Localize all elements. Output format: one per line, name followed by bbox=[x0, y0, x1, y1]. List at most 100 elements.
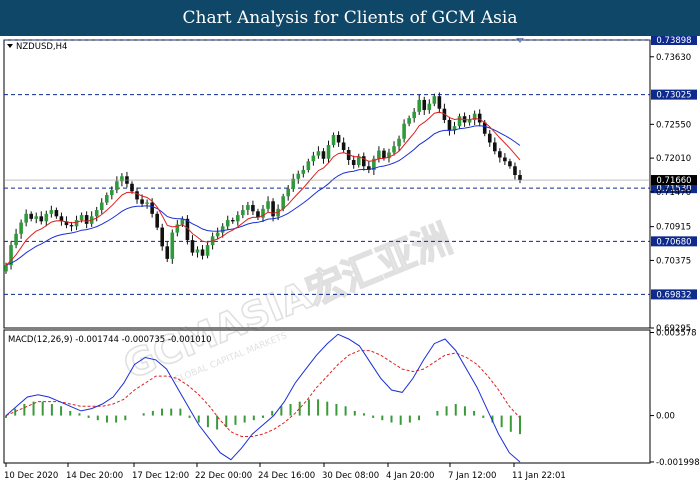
moving-averages bbox=[5, 111, 521, 266]
candle-body bbox=[251, 205, 255, 212]
level-label-box bbox=[651, 36, 697, 45]
current-price-label: 0.71660 bbox=[656, 176, 691, 186]
candle-body bbox=[130, 183, 134, 192]
candle-body bbox=[286, 188, 290, 197]
candle-body bbox=[382, 150, 386, 159]
candle-body bbox=[291, 178, 296, 189]
candle-body bbox=[160, 227, 165, 247]
time-tick-label: 24 Dec 16:00 bbox=[258, 471, 315, 481]
candle-body bbox=[241, 210, 245, 216]
candle-body bbox=[200, 249, 205, 256]
level-label-box bbox=[651, 236, 697, 247]
candle-body bbox=[513, 166, 517, 176]
candle-body bbox=[427, 103, 432, 110]
candle-body bbox=[236, 215, 240, 222]
macd-tick-label: 0.003578 bbox=[656, 329, 697, 339]
candle-body bbox=[4, 265, 8, 272]
candle-body bbox=[59, 216, 64, 222]
candle-body bbox=[135, 191, 139, 200]
candle-body bbox=[170, 232, 175, 259]
candle-body bbox=[306, 161, 311, 171]
macd-main-line bbox=[5, 333, 521, 463]
macd-tick-label: 0.00 bbox=[656, 412, 675, 422]
candle-body bbox=[185, 218, 190, 241]
price-tick-label: 0.71470 bbox=[656, 188, 691, 198]
candle-body bbox=[190, 240, 195, 253]
symbol-label: NZDUSD,H4 bbox=[16, 42, 67, 52]
candle-body bbox=[271, 201, 275, 217]
level-label: 0.70680 bbox=[656, 237, 691, 247]
candle-body bbox=[64, 221, 69, 226]
candle-body bbox=[316, 151, 321, 156]
candle-body bbox=[487, 133, 492, 143]
candle-body bbox=[9, 245, 13, 266]
candle-body bbox=[372, 158, 376, 171]
candle-body bbox=[402, 123, 406, 139]
candle-body bbox=[175, 224, 180, 233]
symbol-dropdown-icon[interactable] bbox=[7, 44, 13, 48]
chart-title: Chart Analysis for Clients of GCM Asia bbox=[182, 8, 518, 28]
candle-body bbox=[341, 142, 346, 150]
candle-body bbox=[518, 175, 522, 181]
candle-body bbox=[49, 210, 54, 214]
macd-tick-label: -0.001998 bbox=[656, 458, 700, 468]
macd-axis: 0.003578 0.00 -0.001998 bbox=[650, 329, 700, 468]
candle-body bbox=[19, 222, 23, 234]
candle-body bbox=[457, 116, 462, 127]
candle-body bbox=[104, 195, 109, 203]
candle-body bbox=[44, 213, 49, 222]
price-tick-label: 0.70915 bbox=[656, 223, 691, 233]
candle-body bbox=[321, 151, 326, 159]
candle-body bbox=[29, 213, 33, 219]
chart-shift-marker-icon[interactable] bbox=[516, 38, 524, 43]
time-tick-label: 30 Dec 08:00 bbox=[322, 471, 379, 481]
candle-body bbox=[256, 211, 260, 218]
candle-body bbox=[225, 220, 230, 227]
chart-title-banner: Chart Analysis for Clients of GCM Asia bbox=[0, 0, 700, 36]
ma-fast-line bbox=[5, 111, 521, 266]
candle-body bbox=[417, 99, 422, 112]
candle-body bbox=[180, 218, 185, 225]
macd-label: MACD(12,26,9) -0.001744 -0.000735 -0.001… bbox=[8, 335, 212, 345]
price-tick-label: 0.70375 bbox=[656, 256, 691, 266]
candle-body bbox=[69, 225, 74, 227]
candle-body bbox=[34, 216, 39, 219]
candle-body bbox=[261, 208, 265, 218]
candle-body bbox=[412, 111, 416, 119]
candle-body bbox=[472, 113, 477, 120]
candle-body bbox=[230, 220, 235, 222]
candle-body bbox=[397, 138, 401, 147]
candle-body bbox=[503, 157, 507, 162]
candle-body bbox=[346, 149, 351, 161]
level-label: 0.71530 bbox=[656, 184, 691, 194]
candle-body bbox=[165, 246, 170, 259]
candle-body bbox=[140, 199, 144, 204]
candle-body bbox=[220, 226, 225, 233]
ma-slow-line bbox=[5, 125, 521, 266]
candle-body bbox=[281, 196, 285, 209]
candle-body bbox=[296, 173, 301, 179]
level-label: 0.73025 bbox=[656, 91, 691, 101]
candle-body bbox=[447, 119, 452, 131]
candle-body bbox=[246, 205, 250, 211]
candle-body bbox=[482, 122, 487, 134]
current-price-box bbox=[651, 175, 697, 186]
candle-body bbox=[215, 232, 220, 237]
candle-body bbox=[311, 155, 316, 162]
candle-body bbox=[351, 160, 356, 166]
candle-body bbox=[110, 190, 114, 196]
price-tick-label: 0.69295 bbox=[656, 324, 691, 334]
candle-body bbox=[120, 176, 124, 182]
candle-body bbox=[356, 156, 361, 166]
candle-body bbox=[150, 202, 154, 214]
trading-chart-svg: GCMASIA宏汇亚洲 GLOBAL CAPITAL MARKETS NZDUS… bbox=[3, 36, 700, 481]
time-axis: 10 Dec 2020 14 Dec 20:00 17 Dec 12:00 22 De… bbox=[4, 463, 566, 481]
level-lines: 0.73898 0.73025 0.71530 0.70680 0.69832 bbox=[4, 36, 697, 300]
time-tick-label: 7 Jan 12:00 bbox=[448, 471, 496, 481]
candle-body bbox=[99, 202, 104, 211]
candle-body bbox=[452, 126, 457, 131]
macd-panel-frame bbox=[3, 329, 651, 464]
candle-body bbox=[508, 161, 512, 167]
candle-body bbox=[79, 215, 84, 221]
candle-body bbox=[145, 202, 149, 204]
